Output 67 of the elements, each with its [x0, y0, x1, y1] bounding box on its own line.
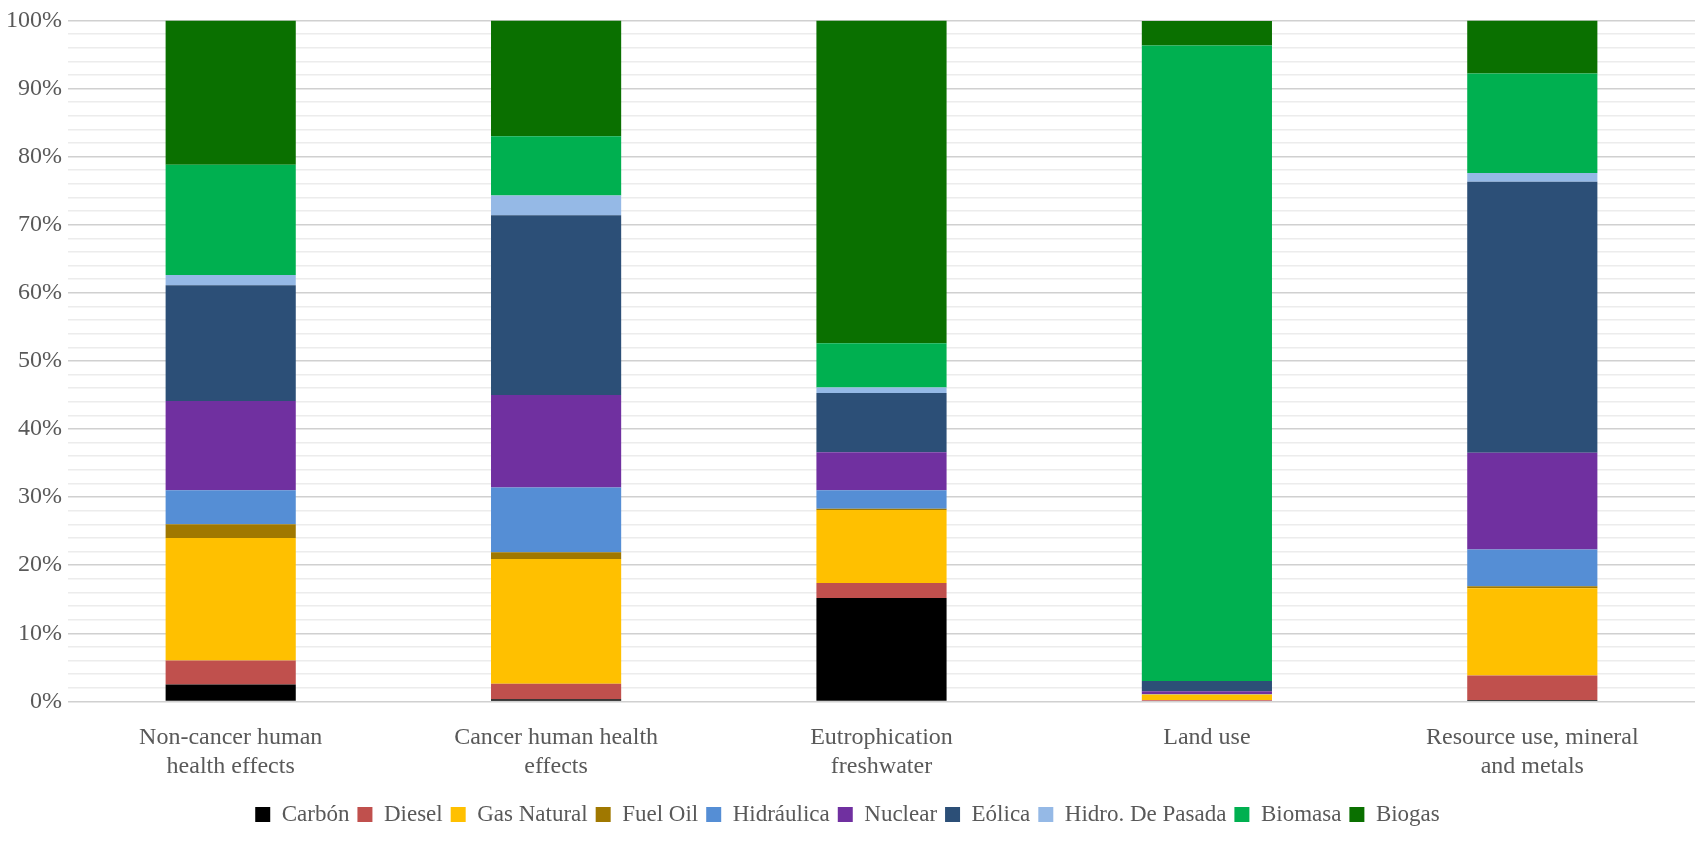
legend-label: Carbón: [281, 800, 350, 826]
y-tick-label: 80%: [17, 141, 62, 168]
y-tick-label: 40%: [17, 414, 62, 441]
bar: [816, 387, 947, 393]
y-tick-label: 20%: [17, 550, 62, 577]
bar: [816, 343, 947, 388]
y-tick-label: 90%: [17, 73, 62, 100]
x-tick-label: Resource use, mineral and metals: [1426, 723, 1639, 778]
legend-label: Diesel: [383, 800, 443, 826]
y-tick-label: 100%: [5, 5, 62, 32]
bar: [491, 552, 622, 560]
bar: [1467, 588, 1598, 676]
legend-label: Nuclear: [864, 800, 938, 826]
y-tick-label: 50%: [17, 346, 62, 373]
bar: [1141, 680, 1272, 692]
x-tick-label: Non-cancer human health effects: [139, 723, 323, 778]
legend-label: Biogas: [1375, 800, 1440, 826]
bar: [1467, 73, 1598, 173]
legend-label: Hidráulica: [732, 800, 830, 826]
bar: [165, 20, 296, 165]
bar: [165, 285, 296, 402]
bar: [1467, 452, 1598, 550]
bar: [1141, 21, 1272, 46]
legend-label: Biomasa: [1260, 800, 1342, 826]
bar: [165, 164, 296, 276]
y-tick-label: 30%: [17, 482, 62, 509]
bar: [1467, 549, 1598, 587]
bar: [1467, 20, 1598, 74]
bar: [491, 394, 622, 488]
bar: [165, 490, 296, 525]
bar: [816, 392, 947, 453]
bar: [816, 452, 947, 491]
bar: [165, 537, 296, 661]
x-tick-label: Cancer human health effects: [454, 723, 659, 778]
bar: [165, 660, 296, 685]
bar: [491, 195, 622, 216]
legend-label: Hidro. De Pasada: [1064, 800, 1227, 826]
bar: [491, 20, 622, 137]
bar: [816, 597, 947, 701]
bar: [165, 684, 296, 701]
bar: [165, 401, 296, 491]
legend-label: Fuel Oil: [622, 800, 699, 826]
bar: [1467, 172, 1598, 182]
legend-label: Eólica: [971, 800, 1031, 826]
x-tick-label: Eutrophication freshwater: [810, 723, 953, 778]
bar: [816, 20, 947, 344]
bar: [491, 559, 622, 684]
x-tick-label: Land use: [1163, 723, 1251, 750]
y-tick-label: 70%: [17, 210, 62, 236]
y-tick-label: 0%: [29, 686, 62, 713]
bar: [491, 683, 622, 700]
bar: [1141, 45, 1272, 681]
bar: [491, 136, 622, 196]
y-tick-label: 60%: [17, 278, 62, 305]
bar: [1467, 675, 1598, 701]
bar: [491, 215, 622, 395]
legend-label: Gas Natural: [477, 800, 588, 826]
bar: [1467, 586, 1598, 589]
y-tick-label: 10%: [17, 618, 62, 645]
bar: [816, 582, 947, 598]
bar: [816, 490, 947, 509]
bar: [165, 524, 296, 538]
bar: [1141, 694, 1272, 701]
bar: [491, 487, 622, 553]
bar: [165, 275, 296, 286]
bar: [1467, 181, 1598, 453]
bar: [816, 510, 947, 583]
